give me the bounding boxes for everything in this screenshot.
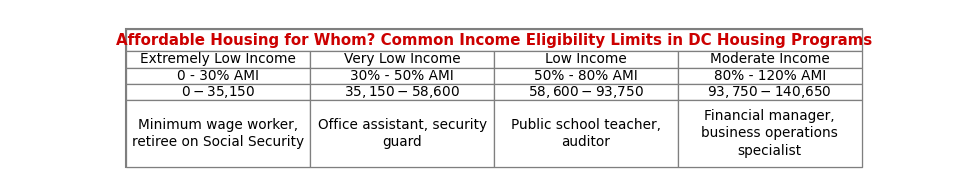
Text: $35,150 - $58,600: $35,150 - $58,600 <box>344 84 460 100</box>
Text: 50% - 80% AMI: 50% - 80% AMI <box>534 69 638 83</box>
Bar <box>495 68 678 84</box>
Text: Financial manager,
business operations
specialist: Financial manager, business operations s… <box>701 109 838 158</box>
Bar <box>678 51 862 68</box>
Text: 0 - 30% AMI: 0 - 30% AMI <box>177 69 259 83</box>
Bar <box>678 68 862 84</box>
Text: Office assistant, security
guard: Office assistant, security guard <box>317 118 487 149</box>
Bar <box>678 84 862 100</box>
Bar <box>126 68 310 84</box>
Bar <box>495 84 678 100</box>
Text: 80% - 120% AMI: 80% - 120% AMI <box>713 69 826 83</box>
Bar <box>126 29 862 51</box>
Bar <box>310 68 495 84</box>
Text: $0 - $35,150: $0 - $35,150 <box>181 84 255 100</box>
Text: Moderate Income: Moderate Income <box>710 52 830 66</box>
Text: $58,600 - $93,750: $58,600 - $93,750 <box>528 84 644 100</box>
Text: Extremely Low Income: Extremely Low Income <box>141 52 296 66</box>
Bar <box>126 51 310 68</box>
Bar <box>310 84 495 100</box>
Bar <box>310 51 495 68</box>
Bar <box>310 100 495 167</box>
Text: $93,750 - $140,650: $93,750 - $140,650 <box>708 84 832 100</box>
Bar <box>678 100 862 167</box>
Text: Public school teacher,
auditor: Public school teacher, auditor <box>511 118 661 149</box>
Text: Low Income: Low Income <box>545 52 627 66</box>
Bar <box>495 100 678 167</box>
Text: Affordable Housing for Whom? Common Income Eligibility Limits in DC Housing Prog: Affordable Housing for Whom? Common Inco… <box>116 33 872 48</box>
Text: Very Low Income: Very Low Income <box>344 52 461 66</box>
Bar <box>126 84 310 100</box>
Bar <box>126 100 310 167</box>
Text: 30% - 50% AMI: 30% - 50% AMI <box>350 69 454 83</box>
Bar <box>495 51 678 68</box>
Text: Minimum wage worker,
retiree on Social Security: Minimum wage worker, retiree on Social S… <box>132 118 305 149</box>
